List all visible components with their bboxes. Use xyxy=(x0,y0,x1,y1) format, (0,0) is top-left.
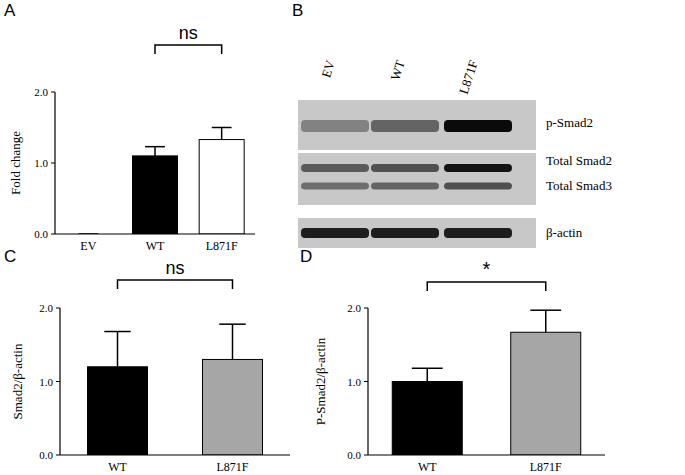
x-axis xyxy=(55,233,255,234)
y-tick-label: 1.0 xyxy=(39,376,53,388)
lane-label: WT xyxy=(387,58,408,82)
error-cap xyxy=(104,331,130,333)
y-axis-label: Fold change xyxy=(8,131,23,195)
y-tick xyxy=(364,455,368,456)
panel: D 0.0 1.0 2.0 WT L871F P-Smad2/β-actin * xyxy=(300,247,605,474)
error-stem xyxy=(427,368,429,381)
bars xyxy=(78,128,244,235)
bar xyxy=(88,367,148,455)
y-tick xyxy=(56,308,60,309)
band-label: Total Smad2 xyxy=(546,153,612,168)
blot-band xyxy=(301,120,369,132)
error-stem xyxy=(545,310,547,332)
band-label: β-actin xyxy=(546,225,583,240)
y-tick-label: 0.0 xyxy=(347,449,361,461)
y-axis-label: Smad2/β-actin xyxy=(10,343,25,419)
significance-bracket xyxy=(427,282,546,291)
error-cap xyxy=(219,323,245,325)
error-stem xyxy=(232,324,234,359)
x-tick-label: L871F xyxy=(216,460,248,474)
bar xyxy=(392,382,462,456)
panel-letter: C xyxy=(4,247,16,266)
panel: A 0.0 1.0 2.0 EV WT L871F Fold change ns xyxy=(4,1,255,253)
y-tick xyxy=(51,234,55,235)
error-cap xyxy=(530,309,561,311)
blot-band xyxy=(371,228,439,238)
blot-band xyxy=(301,228,369,238)
blot-band xyxy=(371,120,439,132)
band-label: p-Smad2 xyxy=(546,115,593,130)
panel-letter: D xyxy=(300,247,312,266)
x-tick-label: L871F xyxy=(206,239,238,253)
blot-band xyxy=(301,183,369,190)
y-tick-label: 1.0 xyxy=(34,157,48,169)
lane-label: L871F xyxy=(456,58,481,96)
blot-band xyxy=(444,120,512,132)
error-stem xyxy=(154,147,156,156)
significance-bracket xyxy=(155,45,222,54)
blot-membrane xyxy=(298,218,536,248)
x-tick-label: WT xyxy=(108,460,127,474)
y-tick-label: 2.0 xyxy=(34,86,48,98)
error-bar xyxy=(145,147,165,156)
blot-band xyxy=(444,228,512,238)
y-tick xyxy=(51,163,55,164)
bars xyxy=(88,324,263,455)
significance-bracket xyxy=(118,280,233,289)
error-stem xyxy=(221,128,223,140)
bars xyxy=(392,310,581,455)
panel-letter: A xyxy=(4,1,16,20)
y-tick-label: 2.0 xyxy=(39,302,53,314)
y-tick-label: 2.0 xyxy=(347,302,361,314)
error-stem xyxy=(117,332,119,367)
y-tick-label: 0.0 xyxy=(39,449,53,461)
y-tick-label: 0.0 xyxy=(34,228,48,240)
significance-label: * xyxy=(483,258,491,280)
y-tick xyxy=(364,308,368,309)
blot-membrane xyxy=(298,100,536,150)
error-bar xyxy=(530,310,561,332)
blot-band xyxy=(444,164,512,172)
error-bar xyxy=(412,368,443,381)
y-axis-label: P-Smad2/β-actin xyxy=(313,337,328,425)
bar xyxy=(511,332,581,455)
error-cap xyxy=(412,368,443,370)
blot-membrane xyxy=(298,153,536,205)
band-label: Total Smad3 xyxy=(546,178,612,193)
blot-band xyxy=(371,183,439,190)
error-cap xyxy=(145,146,165,148)
x-tick-label: EV xyxy=(80,239,96,253)
significance-label: ns xyxy=(179,23,198,43)
bar xyxy=(133,156,178,234)
significance-label: ns xyxy=(165,258,184,278)
y-tick xyxy=(51,92,55,93)
panel-letter: B xyxy=(292,1,303,20)
bar xyxy=(203,359,263,455)
error-bar xyxy=(219,324,245,359)
error-cap xyxy=(212,127,232,129)
error-bar xyxy=(104,332,130,367)
error-bar xyxy=(212,128,232,140)
x-tick-label: WT xyxy=(146,239,165,253)
x-tick-label: WT xyxy=(418,460,437,474)
x-tick-label: L871F xyxy=(530,460,562,474)
x-axis xyxy=(60,454,290,455)
y-tick xyxy=(56,381,60,382)
x-axis xyxy=(368,454,605,455)
y-tick xyxy=(56,455,60,456)
lane-label: EV xyxy=(318,58,338,80)
bar xyxy=(199,140,244,234)
blot-band xyxy=(444,183,512,190)
blot-panel: B EV WT L871F p-Smad2 Total Smad2 Total Smad3 β… xyxy=(292,1,612,248)
blot-band xyxy=(371,164,439,172)
blot-band xyxy=(301,164,369,172)
figure: A 0.0 1.0 2.0 EV WT L871F Fold change ns C 0.0 1.0 2… xyxy=(0,0,685,475)
panel: C 0.0 1.0 2.0 WT L871F Smad2/β-actin ns xyxy=(4,247,290,474)
y-tick xyxy=(364,381,368,382)
y-tick-label: 1.0 xyxy=(347,376,361,388)
